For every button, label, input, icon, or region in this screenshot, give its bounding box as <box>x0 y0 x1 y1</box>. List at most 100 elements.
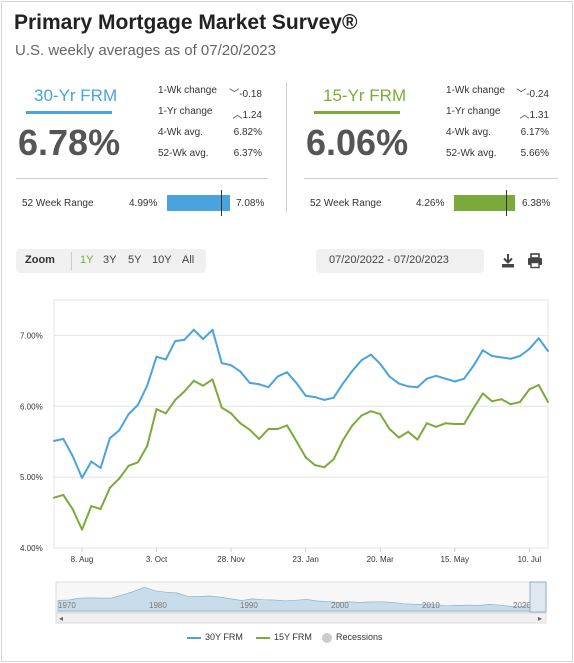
data-point-30yr[interactable] <box>127 413 130 416</box>
data-point-15yr[interactable] <box>295 440 298 442</box>
navigator-scrollbar[interactable] <box>55 612 547 624</box>
data-point-30yr[interactable] <box>472 364 475 367</box>
data-point-30yr[interactable] <box>286 371 288 374</box>
data-point-15yr[interactable] <box>388 428 391 430</box>
data-point-30yr[interactable] <box>230 364 233 367</box>
data-point-15yr[interactable] <box>211 378 214 381</box>
data-point-15yr[interactable] <box>528 388 531 391</box>
data-point-30yr[interactable] <box>183 338 186 341</box>
data-point-30yr[interactable] <box>62 437 65 440</box>
data-point-30yr[interactable] <box>323 398 326 401</box>
data-point-15yr[interactable] <box>164 412 167 415</box>
data-point-30yr[interactable] <box>416 386 419 389</box>
data-point-15yr[interactable] <box>258 437 261 440</box>
zoom-10y-button[interactable]: 10Y <box>152 254 172 266</box>
data-point-30yr[interactable] <box>53 440 55 442</box>
data-point-30yr[interactable] <box>211 328 214 331</box>
data-point-15yr[interactable] <box>174 398 177 401</box>
data-point-30yr[interactable] <box>547 350 549 352</box>
data-point-15yr[interactable] <box>500 398 503 401</box>
data-point-15yr[interactable] <box>453 423 456 425</box>
data-point-15yr[interactable] <box>537 384 540 386</box>
data-point-15yr[interactable] <box>248 428 251 431</box>
data-point-30yr[interactable] <box>267 386 270 389</box>
data-point-15yr[interactable] <box>351 424 354 427</box>
data-point-15yr[interactable] <box>127 464 130 467</box>
data-point-15yr[interactable] <box>192 379 195 382</box>
data-point-30yr[interactable] <box>90 460 93 463</box>
range-navigator[interactable]: 1970 1980 1990 2000 2010 2020 ◂ ▸ <box>0 580 574 630</box>
data-point-30yr[interactable] <box>369 353 372 356</box>
data-point-30yr[interactable] <box>491 355 494 357</box>
data-point-15yr[interactable] <box>276 428 279 430</box>
data-point-15yr[interactable] <box>220 406 223 409</box>
data-point-30yr[interactable] <box>537 337 540 340</box>
data-point-30yr[interactable] <box>379 362 382 365</box>
data-point-30yr[interactable] <box>258 383 261 386</box>
data-point-15yr[interactable] <box>304 456 307 459</box>
data-point-30yr[interactable] <box>108 437 111 440</box>
data-point-30yr[interactable] <box>174 340 177 343</box>
rate-name-15yr[interactable]: 15-Yr FRM <box>323 86 407 105</box>
data-point-30yr[interactable] <box>220 362 223 365</box>
scroll-right-icon[interactable]: ▸ <box>538 614 542 623</box>
data-point-15yr[interactable] <box>547 401 549 403</box>
data-point-30yr[interactable] <box>509 357 512 360</box>
data-point-30yr[interactable] <box>155 355 158 358</box>
data-point-30yr[interactable] <box>136 403 139 406</box>
data-point-15yr[interactable] <box>62 493 65 496</box>
data-point-15yr[interactable] <box>397 436 400 439</box>
data-point-30yr[interactable] <box>407 385 410 388</box>
data-point-30yr[interactable] <box>248 381 251 384</box>
data-point-30yr[interactable] <box>202 338 205 340</box>
data-point-30yr[interactable] <box>239 370 242 373</box>
data-point-30yr[interactable] <box>192 328 195 331</box>
data-point-30yr[interactable] <box>276 375 279 378</box>
data-point-30yr[interactable] <box>463 377 466 380</box>
data-point-15yr[interactable] <box>155 408 158 411</box>
data-point-30yr[interactable] <box>481 349 484 352</box>
rate-chart[interactable]: 4.00% 5.00% 6.00% 7.00% 8. Aug 3. Oct 28. Nov… <box>0 280 574 580</box>
zoom-5y-button[interactable]: 5Y <box>128 254 142 266</box>
data-point-30yr[interactable] <box>453 380 456 383</box>
data-point-30yr[interactable] <box>295 381 298 384</box>
data-point-30yr[interactable] <box>444 377 447 380</box>
data-point-15yr[interactable] <box>416 438 419 441</box>
data-point-30yr[interactable] <box>528 347 531 350</box>
data-point-15yr[interactable] <box>53 496 55 499</box>
data-point-15yr[interactable] <box>267 428 270 430</box>
data-point-30yr[interactable] <box>99 466 102 469</box>
rate-name-30yr[interactable]: 30-Yr FRM <box>34 86 118 105</box>
data-point-30yr[interactable] <box>118 429 121 432</box>
data-point-15yr[interactable] <box>90 505 93 508</box>
data-point-15yr[interactable] <box>463 423 466 425</box>
download-button[interactable] <box>496 249 520 273</box>
data-point-30yr[interactable] <box>71 454 74 457</box>
data-point-15yr[interactable] <box>146 445 149 447</box>
series-line-30yr[interactable] <box>53 328 549 479</box>
data-point-30yr[interactable] <box>397 382 400 385</box>
legend-item-recessions[interactable]: Recessions <box>322 632 383 643</box>
scroll-left-icon[interactable]: ◂ <box>59 614 63 623</box>
zoom-3y-button[interactable]: 3Y <box>103 254 117 266</box>
data-point-15yr[interactable] <box>341 439 344 442</box>
data-point-15yr[interactable] <box>509 403 512 406</box>
data-point-15yr[interactable] <box>314 464 316 467</box>
data-point-30yr[interactable] <box>341 382 344 385</box>
data-point-15yr[interactable] <box>379 413 382 416</box>
data-point-15yr[interactable] <box>323 466 326 469</box>
data-point-15yr[interactable] <box>118 477 121 480</box>
data-point-30yr[interactable] <box>500 356 503 359</box>
data-point-15yr[interactable] <box>360 414 363 417</box>
series-line-15yr[interactable] <box>53 378 549 531</box>
legend-item-30yr[interactable]: 30Y FRM <box>187 632 243 642</box>
data-point-30yr[interactable] <box>146 384 149 387</box>
data-point-15yr[interactable] <box>71 508 74 510</box>
data-point-30yr[interactable] <box>351 369 354 372</box>
data-point-15yr[interactable] <box>491 400 494 403</box>
data-point-15yr[interactable] <box>136 461 139 464</box>
data-point-15yr[interactable] <box>472 407 475 410</box>
navigator-selection[interactable] <box>529 581 547 613</box>
data-point-15yr[interactable] <box>444 422 447 425</box>
zoom-all-button[interactable]: All <box>182 254 195 266</box>
